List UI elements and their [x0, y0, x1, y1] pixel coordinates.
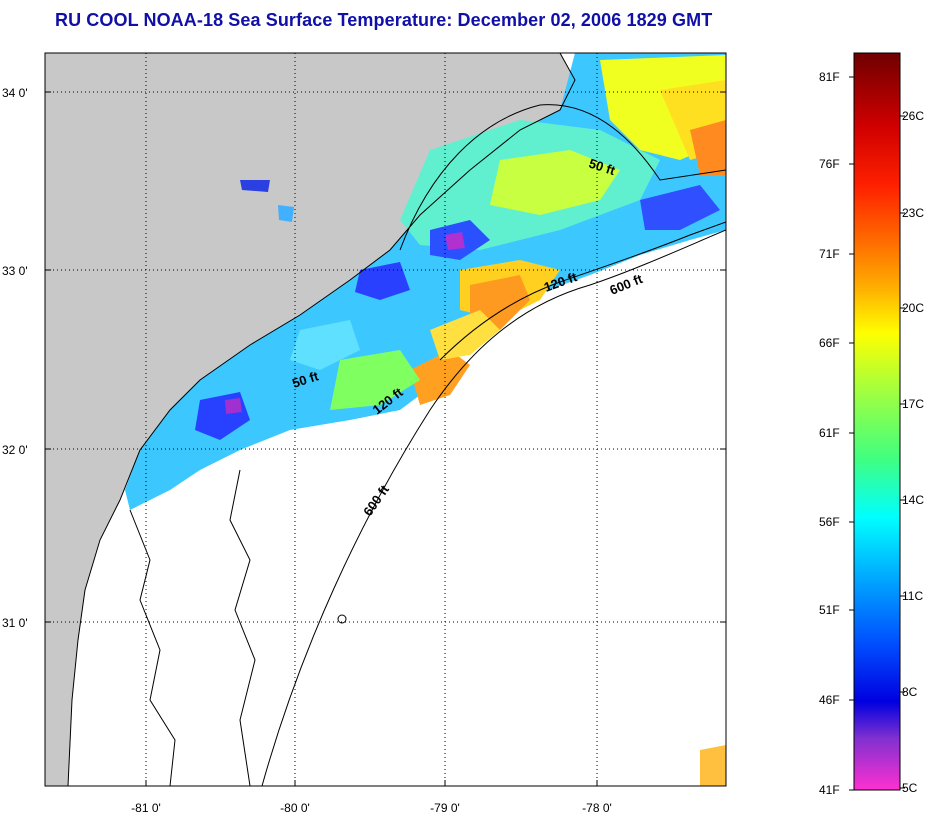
lon-label-80: -80 0' — [280, 801, 310, 815]
cb-f-66: 66F — [819, 336, 840, 350]
cb-c-14: 14C — [902, 493, 924, 507]
sst-map[interactable]: 50 ft 120 ft 600 ft 50 ft 120 ft 600 ft … — [0, 0, 760, 817]
shoal-contour — [129, 469, 256, 786]
tick-marks — [45, 91, 726, 786]
lon-label-81: -81 0' — [131, 801, 161, 815]
coastline — [67, 53, 576, 786]
contour-600ft-island — [337, 614, 347, 624]
lat-label-31: 31 0' — [2, 616, 28, 630]
cb-c-23: 23C — [902, 206, 924, 220]
contour-50ft-upper — [399, 104, 726, 251]
cb-c-17: 17C — [902, 397, 924, 411]
cb-f-76: 76F — [819, 157, 840, 171]
cb-f-51: 51F — [819, 603, 840, 617]
cb-c-26: 26C — [902, 109, 924, 123]
map-frame — [44, 52, 727, 787]
map-title: RU COOL NOAA-18 Sea Surface Temperature:… — [55, 10, 713, 30]
cb-c-8: 8C — [902, 685, 918, 699]
lat-label-32: 32 0' — [2, 443, 28, 457]
lat-label-34: 34 0' — [2, 86, 28, 100]
cb-c-11: 11C — [902, 589, 923, 603]
land-area — [45, 53, 575, 786]
cb-f-46: 46F — [819, 693, 840, 707]
colorbar-gradient — [853, 52, 901, 791]
cb-c-20: 20C — [902, 301, 924, 315]
cb-f-81: 81F — [819, 70, 840, 84]
graticule — [45, 53, 726, 786]
contour-600ft-upper — [261, 229, 726, 786]
cb-f-56: 56F — [819, 515, 840, 529]
lon-label-79: -79 0' — [430, 801, 460, 815]
temperature-colorbar: 81F 76F 71F 66F 61F 56F 51F 46F 41F 26C … — [819, 52, 924, 797]
lat-label-33: 33 0' — [2, 264, 28, 278]
cb-f-71: 71F — [819, 247, 840, 261]
cb-c-5: 5C — [902, 781, 918, 795]
cb-f-61: 61F — [819, 426, 840, 440]
lon-label-78: -78 0' — [582, 801, 612, 815]
cb-f-41: 41F — [819, 783, 840, 797]
colorbar-ticks — [849, 76, 905, 791]
contour-120ft-upper — [439, 221, 726, 361]
